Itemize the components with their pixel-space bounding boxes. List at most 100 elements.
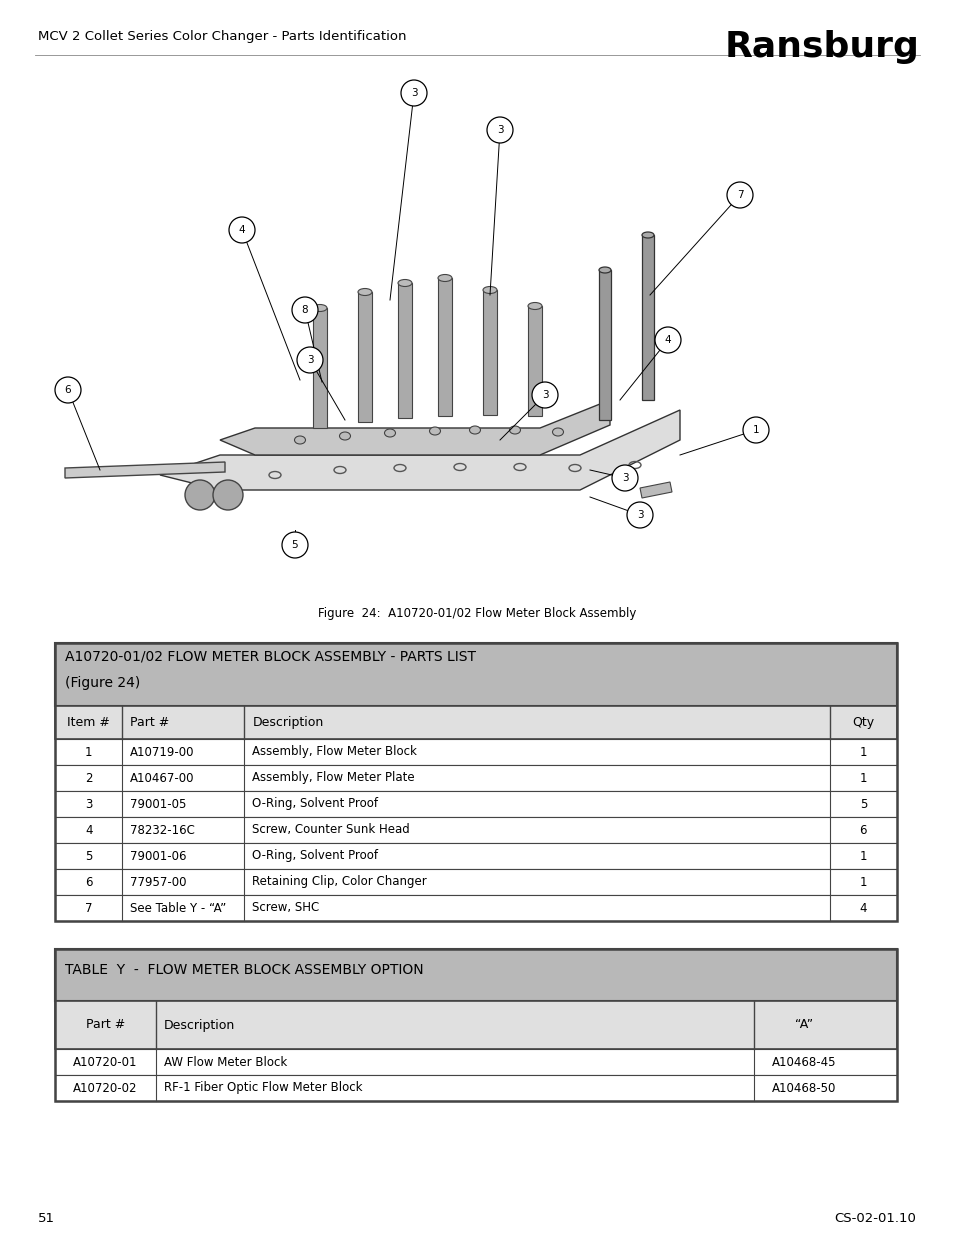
Text: 7: 7 [736,190,742,200]
Text: 1: 1 [859,876,866,888]
Ellipse shape [527,303,541,310]
Text: Part #: Part # [86,1019,125,1031]
Ellipse shape [384,429,395,437]
Text: 3: 3 [497,125,503,135]
Text: 3: 3 [541,390,548,400]
Bar [55,1002,896,1049]
Polygon shape [527,306,541,416]
Text: 51: 51 [38,1212,55,1224]
Bar [55,764,896,790]
Text: TABLE  Y  -  FLOW METER BLOCK ASSEMBLY OPTION: TABLE Y - FLOW METER BLOCK ASSEMBLY OPTI… [65,963,423,977]
Text: 78232-16C: 78232-16C [131,824,195,836]
Polygon shape [437,278,452,416]
Text: 6: 6 [859,824,866,836]
Bar [55,790,896,818]
Text: 79001-06: 79001-06 [131,850,187,862]
Text: 1: 1 [752,425,759,435]
Circle shape [612,466,638,492]
Text: 4: 4 [85,824,92,836]
Text: 3: 3 [85,798,92,810]
Text: Screw, Counter Sunk Head: Screw, Counter Sunk Head [253,824,410,836]
Text: 1: 1 [859,850,866,862]
Text: 3: 3 [306,354,313,366]
Text: Screw, SHC: Screw, SHC [253,902,319,914]
Text: A10720-02: A10720-02 [73,1082,137,1094]
Ellipse shape [482,287,497,294]
Text: O-Ring, Solvent Proof: O-Ring, Solvent Proof [253,850,378,862]
Text: 4: 4 [238,225,245,235]
Text: O-Ring, Solvent Proof: O-Ring, Solvent Proof [253,798,378,810]
Bar [55,818,896,844]
Polygon shape [357,291,372,422]
Text: Description: Description [164,1019,235,1031]
Text: A10467-00: A10467-00 [131,772,194,784]
Text: See Table Y - “A”: See Table Y - “A” [131,902,227,914]
Text: 8: 8 [301,305,308,315]
Text: “A”: “A” [795,1019,813,1031]
Text: A10468-50: A10468-50 [771,1082,836,1094]
Text: 5: 5 [85,850,92,862]
Text: Assembly, Flow Meter Plate: Assembly, Flow Meter Plate [253,772,415,784]
Circle shape [292,296,317,324]
Ellipse shape [313,305,327,311]
Text: A10468-45: A10468-45 [771,1056,836,1068]
Ellipse shape [357,289,372,295]
Circle shape [185,480,214,510]
Text: RF-1 Fiber Optic Flow Meter Block: RF-1 Fiber Optic Flow Meter Block [164,1082,362,1094]
Ellipse shape [641,232,654,238]
Text: CS-02-01.10: CS-02-01.10 [833,1212,915,1224]
Text: Qty: Qty [851,716,874,729]
Polygon shape [641,235,654,400]
Text: 2: 2 [85,772,92,784]
Text: Retaining Clip, Color Changer: Retaining Clip, Color Changer [253,876,427,888]
Circle shape [229,217,254,243]
Text: Item #: Item # [67,716,110,729]
Text: 6: 6 [85,876,92,888]
Text: Description: Description [253,716,323,729]
Bar [55,844,896,869]
Text: A10720-01/02 FLOW METER BLOCK ASSEMBLY - PARTS LIST: A10720-01/02 FLOW METER BLOCK ASSEMBLY -… [65,650,476,663]
Text: 3: 3 [410,88,416,98]
Text: AW Flow Meter Block: AW Flow Meter Block [164,1056,287,1068]
Polygon shape [639,482,671,498]
Ellipse shape [509,426,520,433]
Circle shape [486,117,513,143]
Bar [55,643,896,706]
Text: (Figure 24): (Figure 24) [65,676,140,690]
Text: 79001-05: 79001-05 [131,798,187,810]
Circle shape [213,480,243,510]
Bar [55,948,896,1002]
Bar [55,895,896,921]
Text: 1: 1 [859,746,866,758]
Bar [55,643,896,921]
Ellipse shape [469,426,480,433]
Text: Part #: Part # [131,716,170,729]
Bar [55,1049,896,1074]
Text: Assembly, Flow Meter Block: Assembly, Flow Meter Block [253,746,416,758]
Polygon shape [220,400,609,454]
Circle shape [400,80,427,106]
Circle shape [282,532,308,558]
Bar [55,869,896,895]
Bar [55,739,896,764]
Circle shape [55,377,81,403]
Text: 1: 1 [859,772,866,784]
Text: 1: 1 [85,746,92,758]
Text: 6: 6 [65,385,71,395]
Ellipse shape [294,436,305,445]
Text: 4: 4 [859,902,866,914]
Text: Figure  24:  A10720-01/02 Flow Meter Block Assembly: Figure 24: A10720-01/02 Flow Meter Block… [317,606,636,620]
Circle shape [296,347,323,373]
Text: A10720-01: A10720-01 [73,1056,137,1068]
Text: A10719-00: A10719-00 [131,746,194,758]
Text: MCV 2 Collet Series Color Changer - Parts Identification: MCV 2 Collet Series Color Changer - Part… [38,30,406,43]
Ellipse shape [598,267,610,273]
Ellipse shape [552,429,563,436]
Text: 5: 5 [292,540,298,550]
Circle shape [532,382,558,408]
Ellipse shape [397,279,412,287]
Text: 3: 3 [636,510,642,520]
Circle shape [655,327,680,353]
Bar [55,706,896,739]
Bar [55,948,896,1100]
